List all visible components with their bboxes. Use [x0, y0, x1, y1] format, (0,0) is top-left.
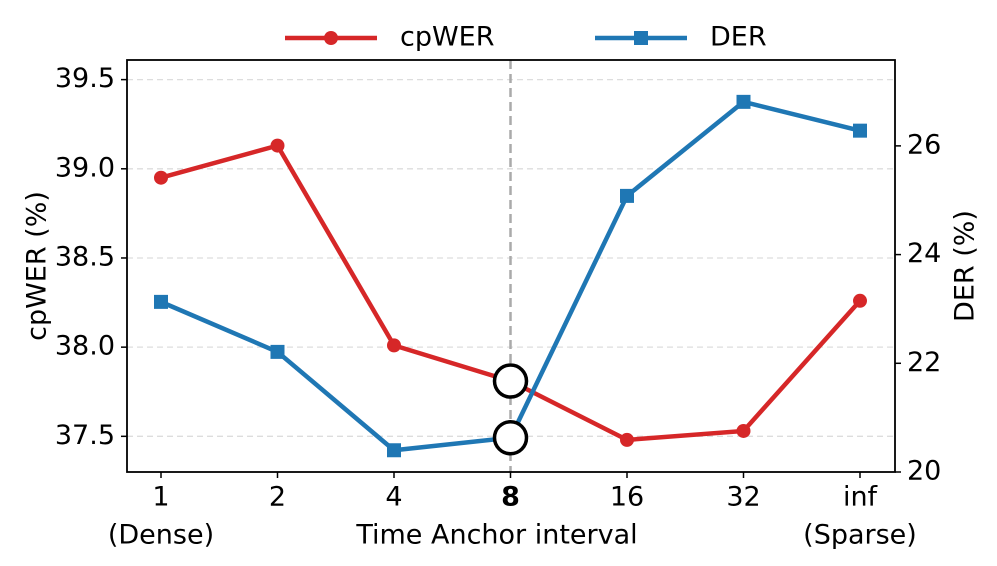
marker [620, 188, 634, 203]
marker [387, 443, 401, 458]
y-tick-label: 37.5 [55, 420, 115, 451]
x-tick-note: (Sparse) [803, 520, 917, 551]
y-tick-label: 39.0 [55, 152, 115, 183]
highlight-marker [492, 420, 529, 456]
y2-tick-label: 24 [907, 238, 941, 269]
y-tick-label: 39.5 [55, 63, 115, 94]
y-tick-label: 38.5 [55, 241, 115, 272]
x-tick-label: 8 [501, 482, 520, 513]
plot-frame [126, 59, 896, 473]
marker [387, 338, 401, 353]
x-tick-label: 4 [385, 482, 402, 513]
y-axis-label: cpWER (%) [22, 191, 53, 341]
highlight-marker [492, 363, 529, 399]
y2-tick-label: 22 [907, 347, 941, 378]
x-tick-label: inf [843, 482, 879, 513]
x-tick-label: 32 [726, 482, 760, 513]
marker [736, 423, 751, 438]
legend-marker [634, 31, 648, 45]
marker [154, 294, 168, 309]
legend-label: cpWER [400, 22, 495, 53]
y2-axis-label: DER (%) [950, 210, 981, 322]
marker [853, 123, 867, 138]
x-tick-label: 2 [269, 482, 286, 513]
marker [620, 432, 634, 447]
marker [270, 138, 285, 153]
y-tick-label: 38.0 [55, 331, 115, 362]
x-tick-label: 16 [610, 482, 644, 513]
marker [270, 344, 285, 359]
legend-marker [324, 31, 338, 45]
marker [736, 94, 751, 109]
x-tick-note: (Dense) [108, 520, 214, 551]
y2-tick-label: 26 [907, 129, 941, 160]
marker [154, 170, 168, 185]
legend-label: DER [710, 22, 767, 53]
marker [853, 293, 867, 308]
x-tick-label: 1 [152, 482, 169, 513]
x-axis-label: Time Anchor interval [355, 520, 637, 551]
y2-tick-label: 20 [907, 456, 941, 487]
